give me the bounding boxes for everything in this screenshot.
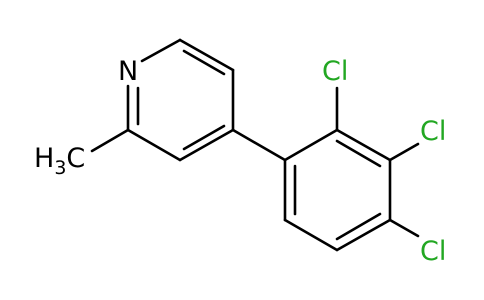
atom-label: Cl xyxy=(420,236,446,267)
bond xyxy=(182,124,226,151)
atom-label: N xyxy=(118,56,138,87)
bond xyxy=(283,218,339,252)
bond xyxy=(182,49,226,76)
bond xyxy=(231,128,287,162)
bond xyxy=(126,128,182,162)
atom-label: Cl xyxy=(420,116,446,147)
subscript: 3 xyxy=(54,157,66,179)
bond xyxy=(335,212,382,241)
bond xyxy=(388,142,420,162)
atom-label: C xyxy=(66,143,85,174)
bond xyxy=(388,218,420,238)
bond xyxy=(178,38,235,72)
bond xyxy=(90,128,130,153)
atom-label: H xyxy=(34,143,54,174)
bond xyxy=(178,128,235,162)
bond xyxy=(335,218,392,252)
bond xyxy=(335,139,382,168)
bond xyxy=(283,128,339,162)
atom-label: Cl xyxy=(322,56,348,87)
atom-label: H3C xyxy=(34,143,85,179)
bond xyxy=(335,128,392,162)
bonds xyxy=(90,38,420,252)
bond xyxy=(140,38,182,63)
